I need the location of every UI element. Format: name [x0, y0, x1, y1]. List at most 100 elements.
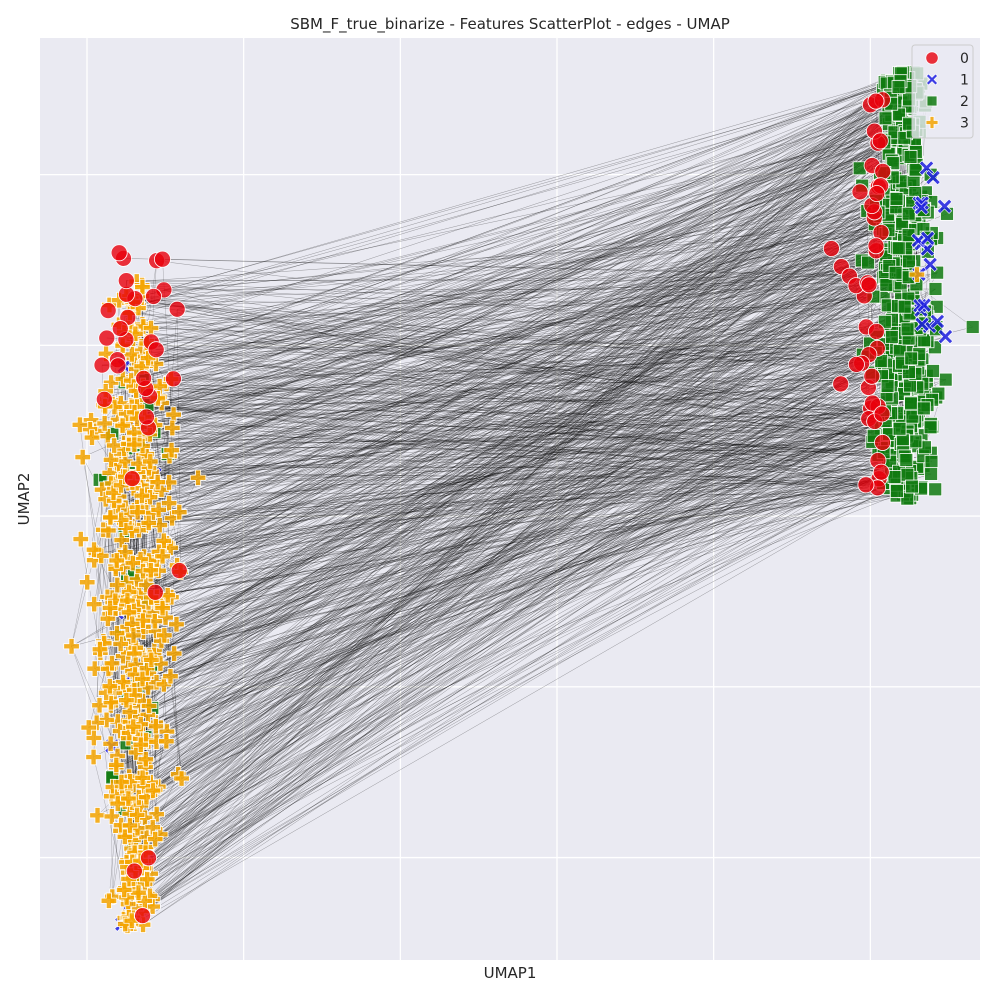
edge-line [133, 341, 928, 359]
edge-line [137, 329, 937, 473]
edge-line [112, 443, 901, 598]
chart-title: SBM_F_true_binarize - Features ScatterPl… [290, 15, 730, 34]
edge-line [149, 73, 918, 561]
data-point [874, 434, 892, 451]
edge-line [128, 114, 901, 605]
edge-line [113, 256, 906, 689]
edge-line [180, 248, 928, 573]
edge-line [132, 394, 925, 479]
edge-line [138, 82, 894, 306]
edge-line [121, 311, 912, 800]
edge-line [128, 362, 903, 900]
edge-line [134, 416, 892, 440]
edge-line [119, 300, 894, 310]
edge-line [179, 243, 913, 513]
edge-line [144, 90, 908, 417]
data-point [114, 673, 132, 691]
edge-line [146, 174, 931, 861]
edge-line [123, 435, 922, 477]
edge-line [140, 327, 937, 745]
edge-line [133, 208, 904, 611]
edge-line [179, 95, 891, 571]
edge-line [124, 382, 910, 414]
edge-line [132, 130, 917, 624]
edge-line [93, 317, 928, 758]
edge-line [134, 464, 896, 654]
edge-line [114, 406, 908, 420]
edge-line [109, 314, 918, 687]
edge-line [174, 246, 895, 654]
edge-line [146, 376, 883, 861]
edge-line [132, 338, 909, 531]
edge-line [125, 487, 878, 889]
edge-line [135, 428, 887, 871]
edge-line [154, 261, 915, 790]
edge-line [170, 466, 918, 677]
edge-line [148, 491, 905, 524]
edge-line [79, 424, 932, 475]
edge-line [141, 341, 928, 428]
edge-line [120, 305, 925, 602]
edge-line [137, 140, 893, 687]
data-point [109, 357, 127, 375]
data-point [189, 469, 207, 486]
edge-line [160, 387, 908, 835]
edge-line [135, 477, 912, 599]
edge-line [131, 245, 902, 674]
edge-line [122, 152, 890, 426]
edge-line [137, 477, 912, 729]
edge-line [152, 177, 934, 828]
edge-line [131, 286, 895, 589]
edge-line [176, 108, 911, 566]
edge-line [170, 494, 910, 548]
edge-line [124, 353, 920, 383]
edge-line [143, 230, 916, 456]
edge-line [141, 425, 897, 428]
legend-entry: 2 [926, 94, 969, 110]
edge-line [142, 445, 904, 453]
edge-line [139, 95, 913, 736]
edge-line [143, 483, 885, 655]
edge-line [126, 294, 883, 377]
edge-line [118, 247, 897, 420]
edge-line [131, 178, 896, 381]
edge-line [135, 385, 910, 648]
edge-line [132, 374, 896, 564]
data-point [154, 250, 171, 268]
edge-line [120, 474, 908, 602]
edge-line [120, 206, 945, 329]
data-point [936, 198, 953, 214]
edge-line [118, 338, 909, 420]
edge-line [152, 225, 917, 900]
edge-line [99, 196, 922, 706]
edge-line [115, 490, 897, 601]
edge-line [139, 211, 891, 484]
edge-line [132, 247, 898, 803]
edge-line [135, 329, 897, 851]
edge-line [131, 137, 895, 381]
edge-line [145, 305, 920, 617]
edge-line [145, 440, 903, 526]
edge-line [166, 340, 925, 384]
edge-line [108, 484, 897, 901]
edge-line [142, 465, 924, 861]
edge-line [109, 304, 908, 499]
edge-line [138, 105, 926, 893]
edge-line [132, 296, 884, 803]
edge-line [133, 309, 921, 604]
data-point [104, 888, 121, 905]
data-point [901, 206, 916, 221]
edge-line [96, 205, 873, 723]
edge-line [154, 413, 892, 612]
edge-line [128, 331, 877, 445]
edge-line [132, 85, 912, 415]
edge-line [105, 499, 125, 802]
data-point [918, 160, 935, 176]
edge-line [146, 205, 872, 418]
edge-line [177, 353, 920, 566]
edge-line [117, 217, 875, 506]
edge-line [106, 145, 916, 721]
edge-line [134, 210, 906, 691]
edge-line [174, 347, 897, 654]
edge-line [149, 324, 923, 707]
